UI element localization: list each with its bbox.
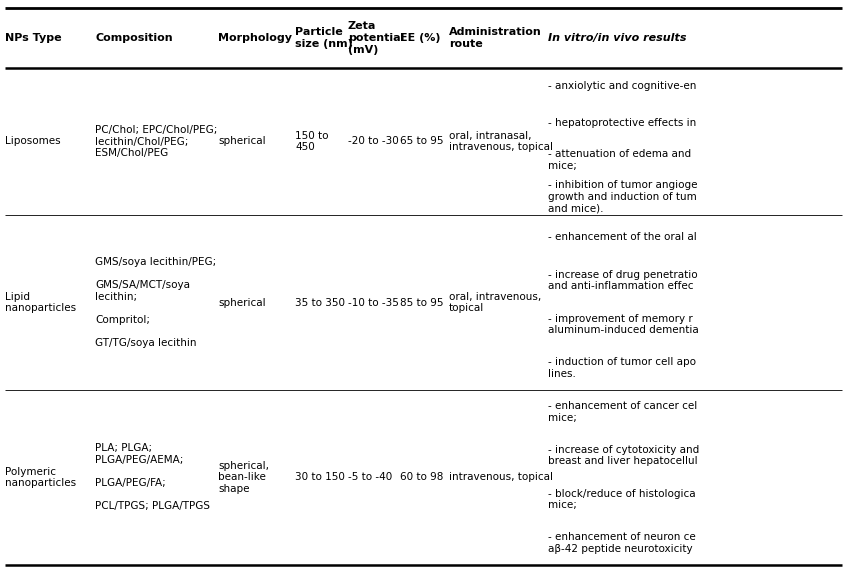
Text: - inhibition of tumor angioge
growth and induction of tum
and mice).: - inhibition of tumor angioge growth and…: [548, 180, 697, 213]
Text: - attenuation of edema and
mice;: - attenuation of edema and mice;: [548, 149, 691, 171]
Text: -10 to -35: -10 to -35: [348, 298, 399, 308]
Text: 60 to 98: 60 to 98: [400, 473, 443, 482]
Text: PC/Chol; EPC/Chol/PEG;
lecithin/Chol/PEG;
ESM/Chol/PEG: PC/Chol; EPC/Chol/PEG; lecithin/Chol/PEG…: [95, 125, 218, 158]
Text: Lipid
nanoparticles: Lipid nanoparticles: [5, 292, 76, 313]
Text: - hepatoprotective effects in: - hepatoprotective effects in: [548, 118, 696, 128]
Text: - enhancement of neuron ce
aβ-42 peptide neurotoxicity: - enhancement of neuron ce aβ-42 peptide…: [548, 533, 695, 554]
Text: Polymeric
nanoparticles: Polymeric nanoparticles: [5, 467, 76, 488]
Text: - induction of tumor cell apo
lines.: - induction of tumor cell apo lines.: [548, 357, 696, 379]
Text: - block/reduce of histologica
mice;: - block/reduce of histologica mice;: [548, 489, 695, 510]
Text: 35 to 350: 35 to 350: [295, 298, 345, 308]
Text: Morphology: Morphology: [218, 33, 292, 43]
Text: - enhancement of the oral al: - enhancement of the oral al: [548, 232, 697, 242]
Text: 150 to
450: 150 to 450: [295, 131, 329, 152]
Text: spherical: spherical: [218, 137, 266, 147]
Text: NPs Type: NPs Type: [5, 33, 62, 43]
Text: - anxiolytic and cognitive-en: - anxiolytic and cognitive-en: [548, 81, 696, 91]
Text: Liposomes: Liposomes: [5, 137, 61, 147]
Text: spherical: spherical: [218, 298, 266, 308]
Text: PLA; PLGA;
PLGA/PEG/AEMA;

PLGA/PEG/FA;

PCL/TPGS; PLGA/TPGS: PLA; PLGA; PLGA/PEG/AEMA; PLGA/PEG/FA; P…: [95, 444, 210, 511]
Text: - increase of drug penetratio
and anti-inflammation effec: - increase of drug penetratio and anti-i…: [548, 270, 698, 291]
Text: - improvement of memory r
aluminum-induced dementia: - improvement of memory r aluminum-induc…: [548, 313, 699, 335]
Text: oral, intranasal,
intravenous, topical: oral, intranasal, intravenous, topical: [449, 131, 553, 152]
Text: - increase of cytotoxicity and
breast and liver hepatocellul: - increase of cytotoxicity and breast an…: [548, 445, 700, 466]
Text: Composition: Composition: [95, 33, 173, 43]
Text: -5 to -40: -5 to -40: [348, 473, 392, 482]
Text: spherical,
bean-like
shape: spherical, bean-like shape: [218, 461, 269, 494]
Text: In vitro/in vivo results: In vitro/in vivo results: [548, 33, 687, 43]
Text: EE (%): EE (%): [400, 33, 440, 43]
Text: intravenous, topical: intravenous, topical: [449, 473, 553, 482]
Text: 85 to 95: 85 to 95: [400, 298, 444, 308]
Text: Particle
size (nm): Particle size (nm): [295, 27, 352, 49]
Text: GMS/soya lecithin/PEG;

GMS/SA/MCT/soya
lecithin;

Compritol;

GT/TG/soya lecith: GMS/soya lecithin/PEG; GMS/SA/MCT/soya l…: [95, 257, 216, 348]
Text: - enhancement of cancer cel
mice;: - enhancement of cancer cel mice;: [548, 401, 697, 423]
Text: 30 to 150: 30 to 150: [295, 473, 345, 482]
Text: Zeta
potential
(mV): Zeta potential (mV): [348, 21, 404, 55]
Text: oral, intravenous,
topical: oral, intravenous, topical: [449, 292, 541, 313]
Text: Administration
route: Administration route: [449, 27, 542, 49]
Text: 65 to 95: 65 to 95: [400, 137, 444, 147]
Text: -20 to -30: -20 to -30: [348, 137, 399, 147]
